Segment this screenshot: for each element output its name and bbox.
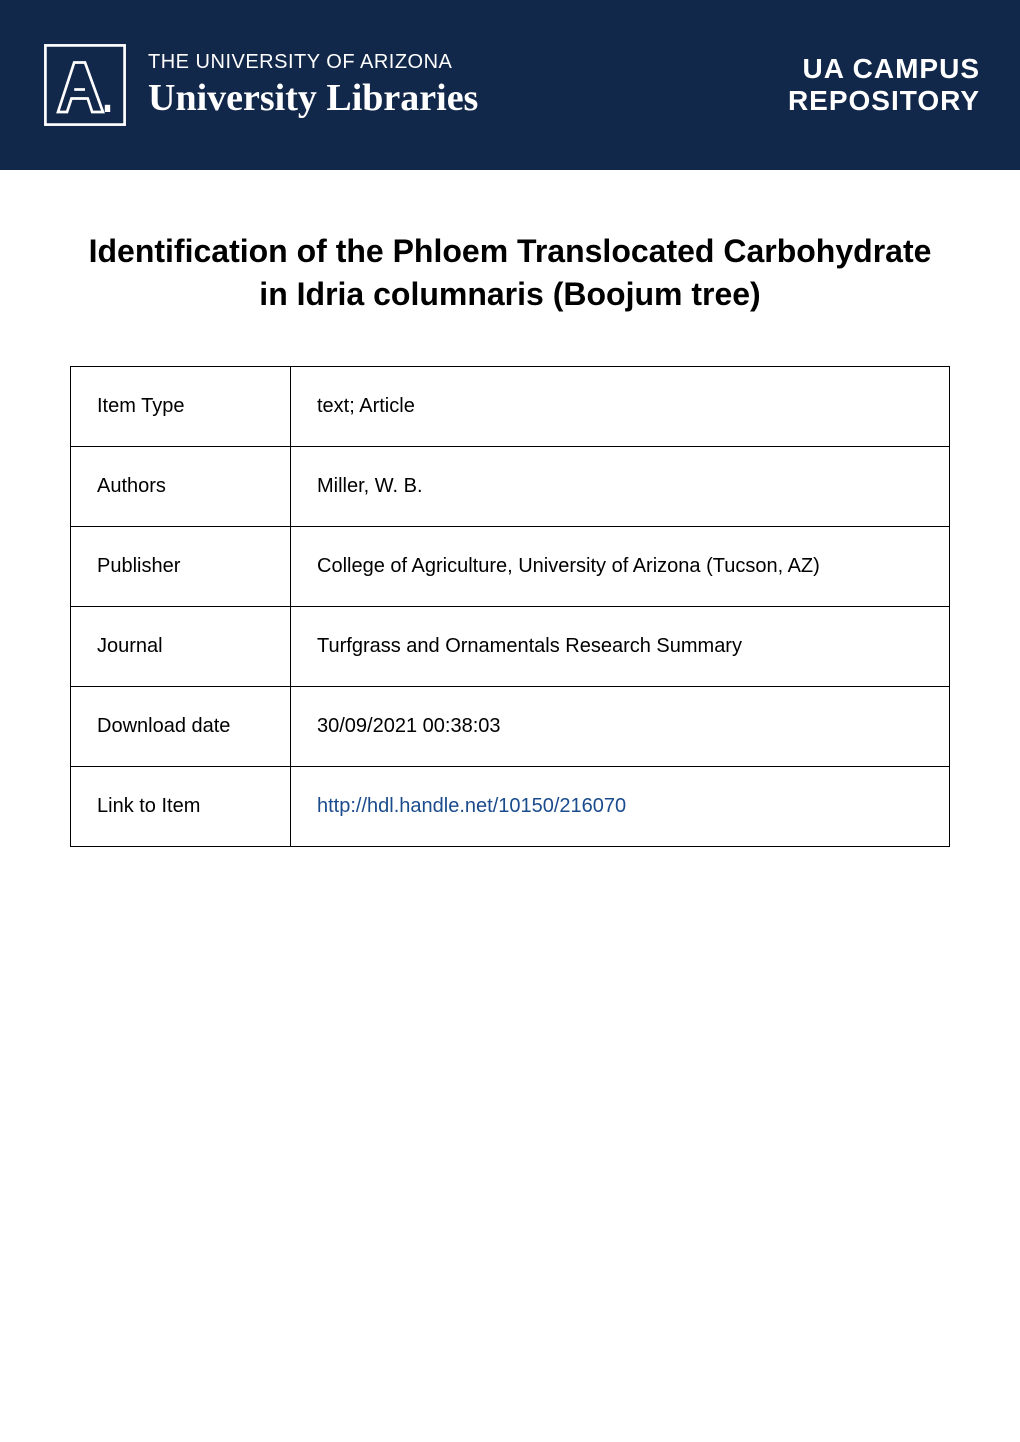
banner-right-group: UA CAMPUS REPOSITORY — [788, 53, 980, 117]
document-title: Identification of the Phloem Translocate… — [70, 230, 950, 316]
ua-logo-icon — [40, 40, 130, 130]
table-row: Download date 30/09/2021 00:38:03 — [71, 687, 950, 767]
table-row: Link to Item http://hdl.handle.net/10150… — [71, 767, 950, 847]
meta-label-journal: Journal — [71, 607, 291, 687]
banner-right-line2: REPOSITORY — [788, 85, 980, 117]
meta-label-item-type: Item Type — [71, 367, 291, 447]
table-row: Authors Miller, W. B. — [71, 447, 950, 527]
content-area: Identification of the Phloem Translocate… — [0, 170, 1020, 847]
meta-value-journal: Turfgrass and Ornamentals Research Summa… — [291, 607, 950, 687]
banner-right-line1: UA CAMPUS — [788, 53, 980, 85]
banner-mainline: University Libraries — [148, 76, 478, 120]
meta-label-publisher: Publisher — [71, 527, 291, 607]
banner-subline: THE UNIVERSITY OF ARIZONA — [148, 51, 478, 74]
meta-value-download-date: 30/09/2021 00:38:03 — [291, 687, 950, 767]
meta-value-item-type: text; Article — [291, 367, 950, 447]
meta-label-authors: Authors — [71, 447, 291, 527]
metadata-table: Item Type text; Article Authors Miller, … — [70, 366, 950, 847]
item-link[interactable]: http://hdl.handle.net/10150/216070 — [317, 795, 626, 817]
meta-label-download-date: Download date — [71, 687, 291, 767]
meta-value-publisher: College of Agriculture, University of Ar… — [291, 527, 950, 607]
table-row: Item Type text; Article — [71, 367, 950, 447]
banner-left-group: THE UNIVERSITY OF ARIZONA University Lib… — [40, 40, 478, 130]
header-banner: THE UNIVERSITY OF ARIZONA University Lib… — [0, 0, 1020, 170]
meta-value-link-cell: http://hdl.handle.net/10150/216070 — [291, 767, 950, 847]
table-row: Journal Turfgrass and Ornamentals Resear… — [71, 607, 950, 687]
table-row: Publisher College of Agriculture, Univer… — [71, 527, 950, 607]
meta-label-link: Link to Item — [71, 767, 291, 847]
meta-value-authors: Miller, W. B. — [291, 447, 950, 527]
banner-left-text: THE UNIVERSITY OF ARIZONA University Lib… — [148, 51, 478, 120]
